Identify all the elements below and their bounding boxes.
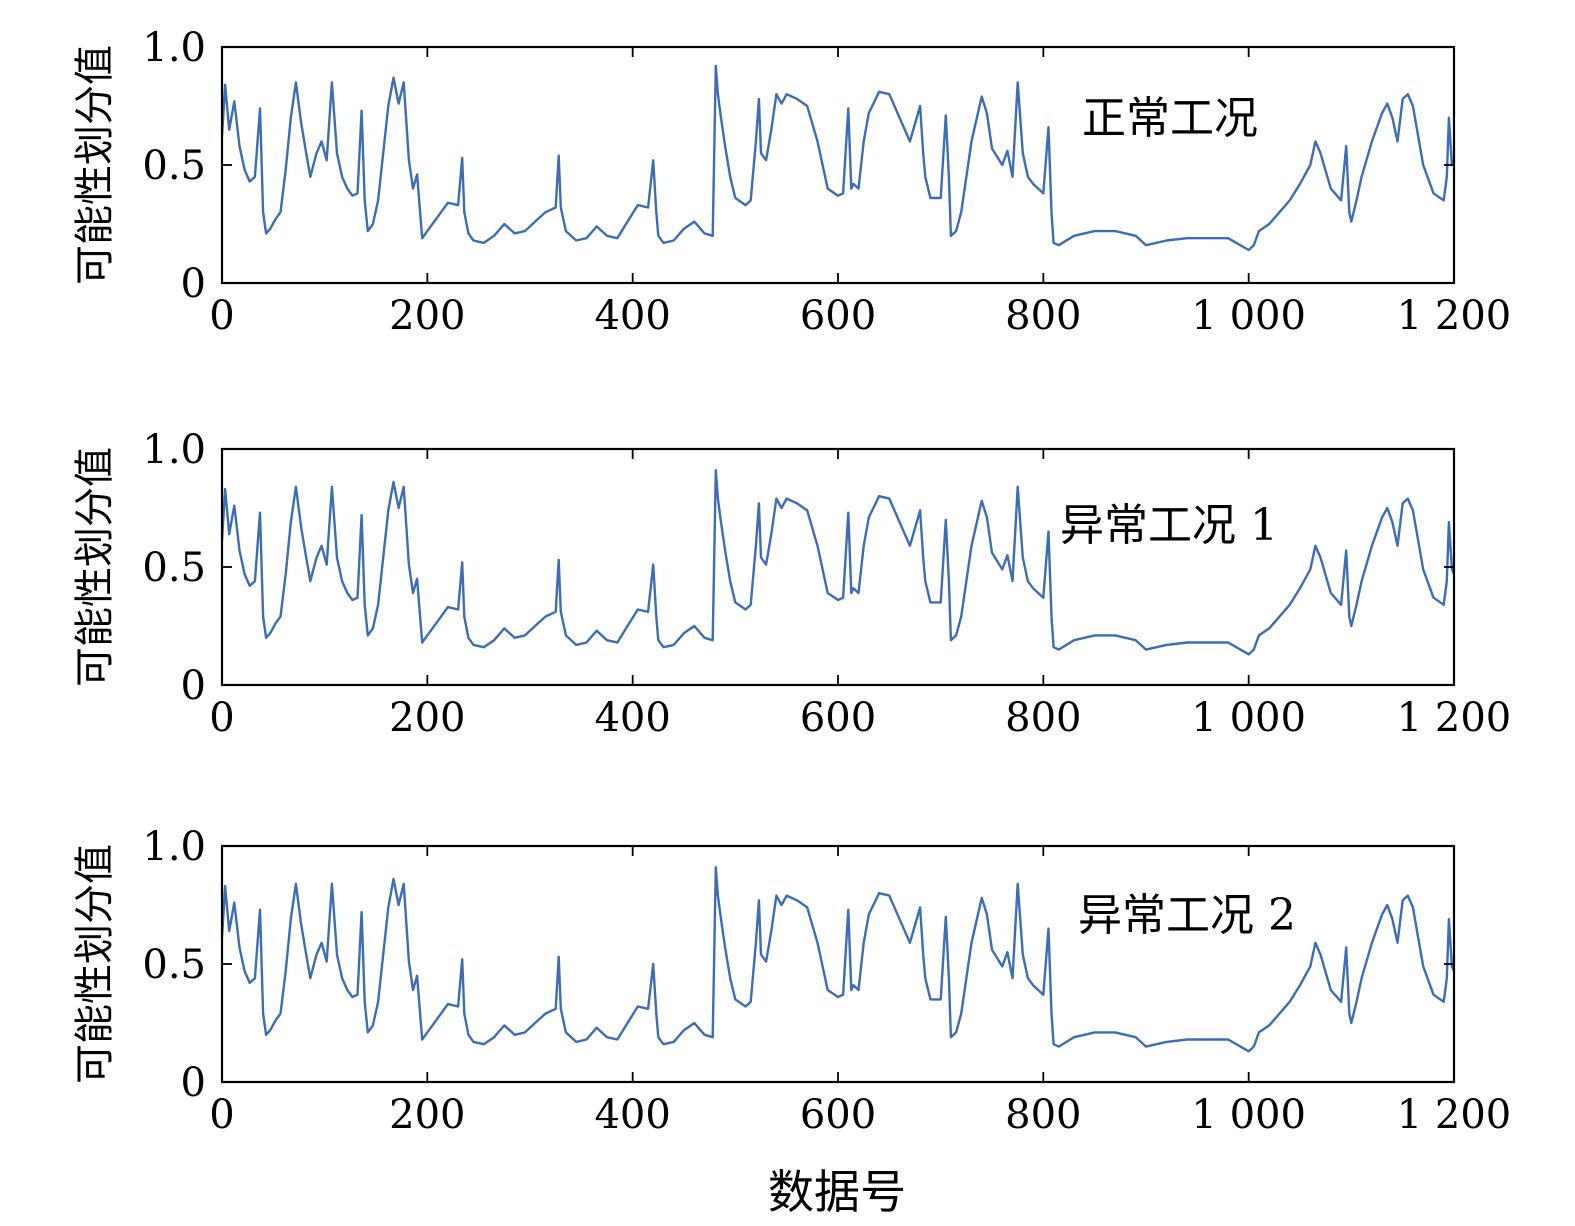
panel-3-annotation: 异常工况 2 [1078,890,1296,941]
plot-frame [220,447,1456,687]
x-tick-label: 1 200 [1397,695,1512,741]
x-tick-label: 800 [1005,1092,1081,1138]
x-tick-label: 0 [209,695,234,741]
x-tick-label: 600 [800,695,876,741]
x-tick-label: 200 [389,695,465,741]
y-tick-label: 0.5 [142,143,206,189]
y-tick-label: 0 [181,663,206,709]
y-tick-label: 1.0 [142,427,206,473]
x-tick-label: 1 000 [1191,293,1306,339]
x-axis-label: 数据号 [768,1165,906,1219]
panel-2: 0 200 400 600 800 1 000 1 200 0 0.5 1.0 可能性划分值 异常… [72,427,1511,741]
y-tick-label: 1.0 [142,25,206,71]
panel-2-ylabel: 可能性划分值 [72,447,118,687]
y-tick-label: 1.0 [142,824,206,870]
y-tick-label: 0 [181,261,206,307]
panel-2-annotation: 异常工况 1 [1060,500,1278,551]
x-tick-label: 0 [209,293,234,339]
x-tick-label: 400 [594,1092,670,1138]
panel-2-plot: 0 200 400 600 800 1 000 1 200 0 0.5 1.0 [142,427,1511,741]
x-tick-label: 600 [800,1092,876,1138]
x-tick-label: 400 [594,293,670,339]
y-tick-label: 0 [181,1060,206,1106]
plot-frame [220,844,1456,1084]
panel-3: 0 200 400 600 800 1 000 1 200 0 0.5 1.0 可能性划分值 异常… [72,824,1511,1219]
x-tick-label: 1 000 [1191,1092,1306,1138]
series-line [222,64,1454,252]
panel-1-annotation: 正常工况 [1082,93,1258,144]
panel-3-ylabel: 可能性划分值 [72,844,118,1084]
panel-1-plot: 0 200 400 600 800 1 000 1 200 0 0.5 1.0 [142,25,1511,339]
panel-1: 0 200 400 600 800 1 000 1 200 0 0.5 1.0 可能性划分值 正常… [72,25,1511,339]
panel-1-ylabel: 可能性划分值 [72,45,118,285]
panel-3-plot: 0 200 400 600 800 1 000 1 200 0 0.5 1.0 [142,824,1511,1138]
x-tick-label: 1 000 [1191,695,1306,741]
series-line [222,866,1454,1053]
x-tick-label: 0 [209,1092,234,1138]
x-tick-label: 1 200 [1397,1092,1512,1138]
series-line [222,469,1454,656]
x-tick-label: 400 [594,695,670,741]
x-tick-label: 600 [800,293,876,339]
x-tick-label: 800 [1005,293,1081,339]
x-tick-label: 1 200 [1397,293,1512,339]
x-tick-label: 800 [1005,695,1081,741]
y-tick-label: 0.5 [142,942,206,988]
x-tick-label: 200 [389,1092,465,1138]
x-tick-label: 200 [389,293,465,339]
plot-frame [220,45,1456,285]
y-tick-label: 0.5 [142,545,206,591]
